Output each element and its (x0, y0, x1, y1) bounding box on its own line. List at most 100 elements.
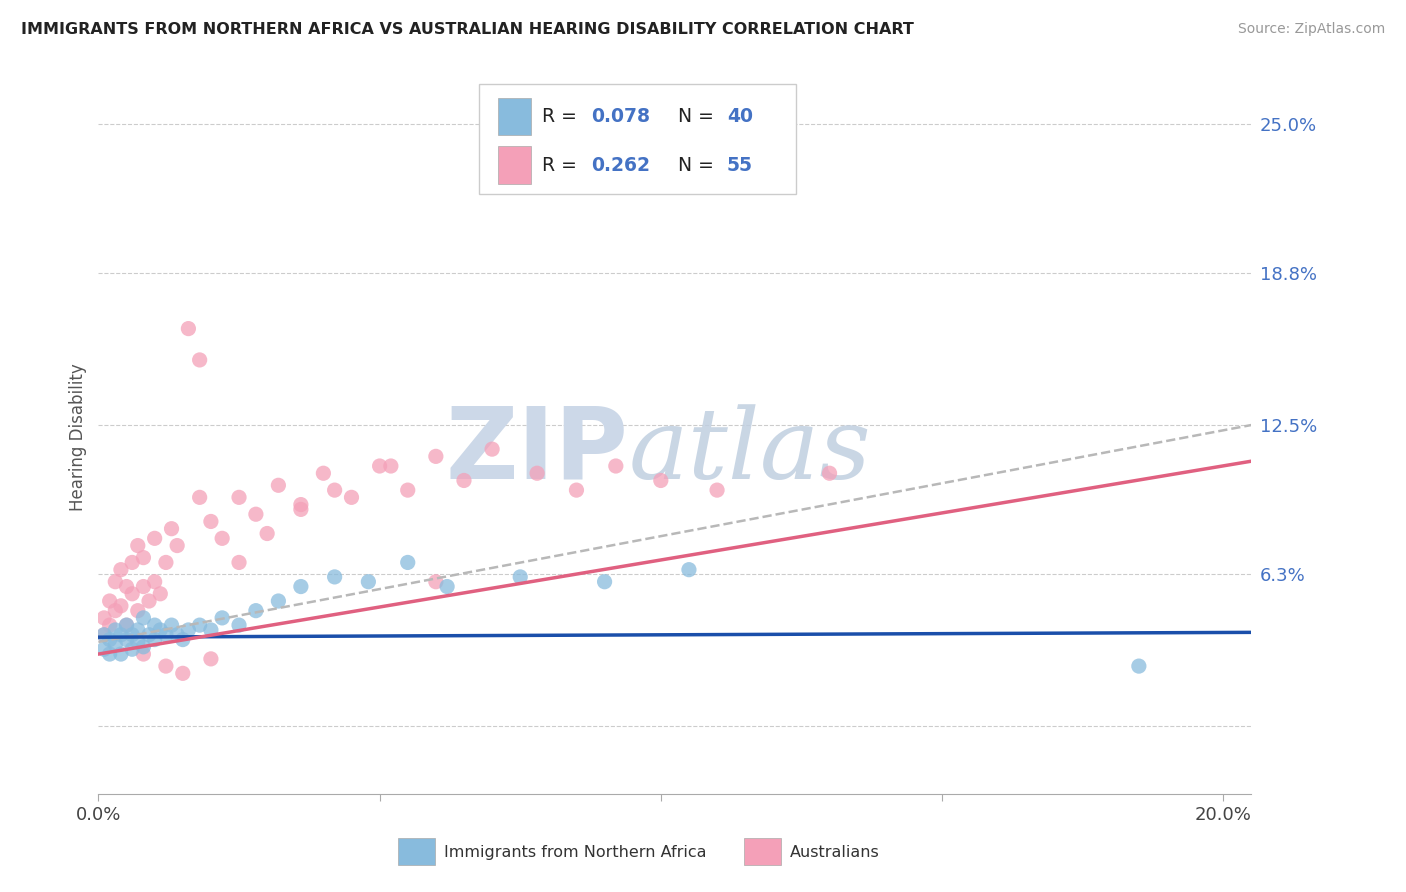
FancyBboxPatch shape (398, 838, 434, 865)
Text: N =: N = (678, 107, 720, 126)
Point (357, 574, 380, 589)
Point (143, 632, 166, 647)
Point (155, 556, 177, 570)
Point (228, 618, 250, 632)
Point (172, 666, 194, 681)
Point (200, 652, 222, 666)
Point (138, 628, 160, 642)
Point (267, 478, 290, 492)
Point (127, 539, 149, 553)
Point (211, 611, 233, 625)
Text: 55: 55 (727, 155, 752, 175)
Point (132, 611, 155, 625)
Point (188, 353, 211, 368)
Text: R =: R = (543, 155, 583, 175)
Point (177, 623, 200, 637)
Point (104, 623, 127, 637)
Point (115, 580, 138, 594)
Point (98, 618, 121, 632)
Point (93, 628, 115, 642)
Text: ZIP: ZIP (446, 403, 628, 500)
Text: 0.262: 0.262 (591, 155, 650, 175)
Point (565, 483, 588, 497)
Text: 0.078: 0.078 (591, 107, 650, 126)
Point (211, 532, 233, 546)
Point (127, 635, 149, 649)
Point (166, 628, 188, 642)
Point (188, 491, 211, 505)
Point (155, 628, 177, 642)
Point (104, 604, 127, 618)
Point (93, 642, 115, 657)
Point (172, 632, 194, 647)
Y-axis label: Hearing Disability: Hearing Disability (69, 363, 87, 511)
Point (121, 587, 143, 601)
Point (155, 659, 177, 673)
Point (1128, 659, 1150, 673)
Point (593, 574, 616, 589)
Point (110, 563, 132, 577)
Text: Source: ZipAtlas.com: Source: ZipAtlas.com (1237, 22, 1385, 37)
Point (177, 321, 200, 335)
Point (290, 580, 312, 594)
Point (509, 570, 531, 584)
Point (98, 647, 121, 661)
Point (436, 580, 458, 594)
Point (104, 574, 127, 589)
Point (396, 556, 419, 570)
Point (200, 515, 222, 529)
Point (312, 467, 335, 481)
Point (132, 550, 155, 565)
Point (396, 483, 419, 497)
Point (323, 483, 346, 497)
Point (149, 623, 172, 637)
Point (453, 474, 475, 488)
Point (104, 637, 127, 651)
Point (267, 594, 290, 608)
Point (110, 599, 132, 613)
Point (256, 526, 278, 541)
Point (121, 628, 143, 642)
Point (127, 623, 149, 637)
Point (425, 450, 447, 464)
Point (425, 574, 447, 589)
Point (605, 458, 627, 473)
Point (149, 587, 172, 601)
Point (93, 628, 115, 642)
Point (110, 628, 132, 642)
Text: Australians: Australians (790, 845, 880, 860)
Point (188, 618, 211, 632)
Text: IMMIGRANTS FROM NORTHERN AFRICA VS AUSTRALIAN HEARING DISABILITY CORRELATION CHA: IMMIGRANTS FROM NORTHERN AFRICA VS AUSTR… (21, 22, 914, 37)
Point (143, 618, 166, 632)
Point (143, 574, 166, 589)
FancyBboxPatch shape (499, 146, 531, 184)
Point (290, 498, 312, 512)
Point (98, 632, 121, 647)
Text: N =: N = (678, 155, 720, 175)
Point (228, 556, 250, 570)
Point (98, 594, 121, 608)
Point (115, 618, 138, 632)
Point (115, 618, 138, 632)
Point (678, 563, 700, 577)
Point (380, 458, 402, 473)
Text: Immigrants from Northern Africa: Immigrants from Northern Africa (444, 845, 707, 860)
Point (323, 570, 346, 584)
Point (132, 647, 155, 661)
Point (160, 618, 183, 632)
Point (368, 458, 391, 473)
Point (650, 474, 672, 488)
Point (121, 642, 143, 657)
Point (526, 467, 548, 481)
Point (818, 467, 841, 481)
FancyBboxPatch shape (744, 838, 780, 865)
Point (132, 640, 155, 654)
Point (93, 611, 115, 625)
Text: atlas: atlas (628, 404, 872, 499)
Point (200, 623, 222, 637)
Text: R =: R = (543, 107, 583, 126)
Point (132, 580, 155, 594)
Point (166, 539, 188, 553)
Text: 40: 40 (727, 107, 752, 126)
Point (481, 442, 503, 457)
